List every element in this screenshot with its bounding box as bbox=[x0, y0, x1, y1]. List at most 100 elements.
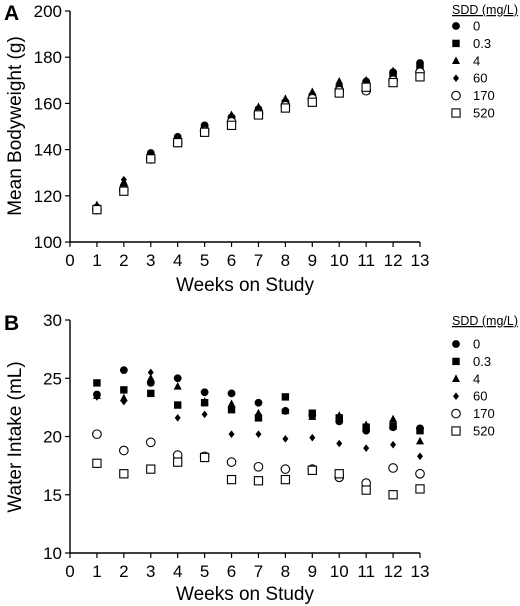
data-point bbox=[147, 389, 155, 398]
data-point bbox=[388, 77, 398, 88]
x-tick-label: 13 bbox=[411, 251, 430, 270]
x-tick-label: 6 bbox=[227, 251, 236, 270]
x-tick-label: 3 bbox=[146, 251, 155, 270]
legend-marker bbox=[452, 56, 460, 64]
data-point bbox=[335, 77, 344, 85]
x-tick-label: 4 bbox=[173, 251, 182, 270]
x-tick-label: 7 bbox=[254, 251, 263, 270]
x-tick-label: 1 bbox=[92, 562, 101, 581]
x-tick-label: 13 bbox=[411, 562, 430, 581]
x-tick-label: 4 bbox=[173, 562, 182, 581]
data-point bbox=[119, 393, 128, 402]
data-point bbox=[228, 430, 235, 438]
data-point bbox=[307, 97, 317, 107]
data-point bbox=[120, 397, 127, 406]
data-point bbox=[227, 399, 236, 408]
data-point bbox=[93, 379, 101, 387]
series-60 bbox=[93, 62, 423, 210]
data-point bbox=[226, 457, 237, 467]
legend-label: 60 bbox=[473, 71, 487, 86]
legend: SDD (mg/L) 0 0.3 4 60 170 520 bbox=[451, 314, 518, 439]
legend-marker bbox=[451, 90, 461, 101]
x-tick-label: 0 bbox=[65, 562, 74, 581]
data-point bbox=[254, 408, 263, 417]
legend-label: 170 bbox=[473, 406, 495, 421]
data-point bbox=[362, 420, 371, 429]
data-point bbox=[120, 175, 127, 184]
legend-label: 4 bbox=[473, 371, 480, 386]
data-point bbox=[120, 386, 128, 394]
legend-marker bbox=[453, 392, 459, 400]
data-point bbox=[254, 398, 263, 407]
series-520 bbox=[92, 72, 425, 215]
data-point bbox=[253, 461, 264, 472]
data-point bbox=[147, 368, 154, 377]
data-point bbox=[146, 373, 155, 382]
x-tick-label: 1 bbox=[92, 251, 101, 270]
data-point bbox=[281, 393, 290, 401]
data-point bbox=[415, 72, 425, 82]
data-point bbox=[416, 436, 424, 445]
data-point bbox=[146, 464, 156, 474]
legend-label: 4 bbox=[473, 53, 480, 68]
x-tick-label: 12 bbox=[384, 562, 403, 581]
legend-marker bbox=[451, 108, 461, 118]
y-tick-label: 10 bbox=[43, 544, 62, 563]
legend-label: 0.3 bbox=[473, 354, 491, 369]
data-point bbox=[119, 469, 129, 479]
legend-marker bbox=[452, 340, 460, 348]
x-tick-label: 2 bbox=[119, 251, 128, 270]
series-60 bbox=[93, 368, 423, 461]
legend-marker bbox=[452, 374, 460, 382]
x-tick-label: 9 bbox=[308, 251, 317, 270]
data-point bbox=[92, 205, 102, 215]
series-4 bbox=[92, 59, 424, 209]
legend-marker bbox=[452, 39, 460, 48]
legend-title: SDD (mg/L) bbox=[452, 314, 518, 328]
data-point bbox=[200, 388, 209, 397]
y-tick-label: 25 bbox=[43, 369, 62, 388]
x-tick-label: 2 bbox=[119, 562, 128, 581]
data-point bbox=[201, 410, 208, 419]
legend-label: 170 bbox=[473, 88, 495, 103]
data-point bbox=[361, 82, 371, 92]
data-point bbox=[253, 476, 264, 486]
data-point bbox=[173, 382, 182, 390]
data-point bbox=[415, 484, 425, 494]
data-point bbox=[416, 426, 424, 435]
data-point bbox=[92, 429, 102, 440]
data-point bbox=[173, 374, 182, 383]
x-tick-label: 11 bbox=[357, 562, 375, 581]
data-point bbox=[119, 366, 128, 374]
data-point bbox=[308, 412, 317, 420]
series-170 bbox=[92, 67, 425, 215]
legend-label: 0 bbox=[473, 337, 480, 352]
x-tick-label: 12 bbox=[384, 251, 403, 270]
y-tick-label: 180 bbox=[34, 48, 62, 67]
data-point bbox=[334, 469, 344, 479]
data-point bbox=[334, 88, 344, 98]
data-point bbox=[253, 110, 264, 120]
series-520 bbox=[92, 452, 425, 500]
x-tick-label: 8 bbox=[281, 251, 290, 270]
panel-letter: B bbox=[4, 312, 19, 335]
legend: SDD (mg/L) 0 0.3 4 60 170 520 bbox=[451, 3, 518, 121]
y-tick-label: 20 bbox=[43, 428, 62, 447]
legend-title: SDD (mg/L) bbox=[452, 3, 518, 17]
data-point bbox=[280, 103, 291, 113]
x-tick-label: 6 bbox=[227, 562, 236, 581]
data-point bbox=[199, 127, 210, 137]
legend-label: 0.3 bbox=[473, 36, 491, 51]
x-axis-title: Weeks on Study bbox=[176, 275, 315, 296]
legend-label: 520 bbox=[473, 106, 495, 121]
y-tick-label: 120 bbox=[34, 187, 62, 206]
x-tick-label: 10 bbox=[330, 562, 349, 581]
data-point bbox=[254, 414, 263, 422]
legend-marker bbox=[451, 426, 461, 436]
x-tick-label: 10 bbox=[330, 251, 349, 270]
y-tick-label: 140 bbox=[34, 141, 62, 160]
y-tick-label: 200 bbox=[34, 2, 62, 21]
